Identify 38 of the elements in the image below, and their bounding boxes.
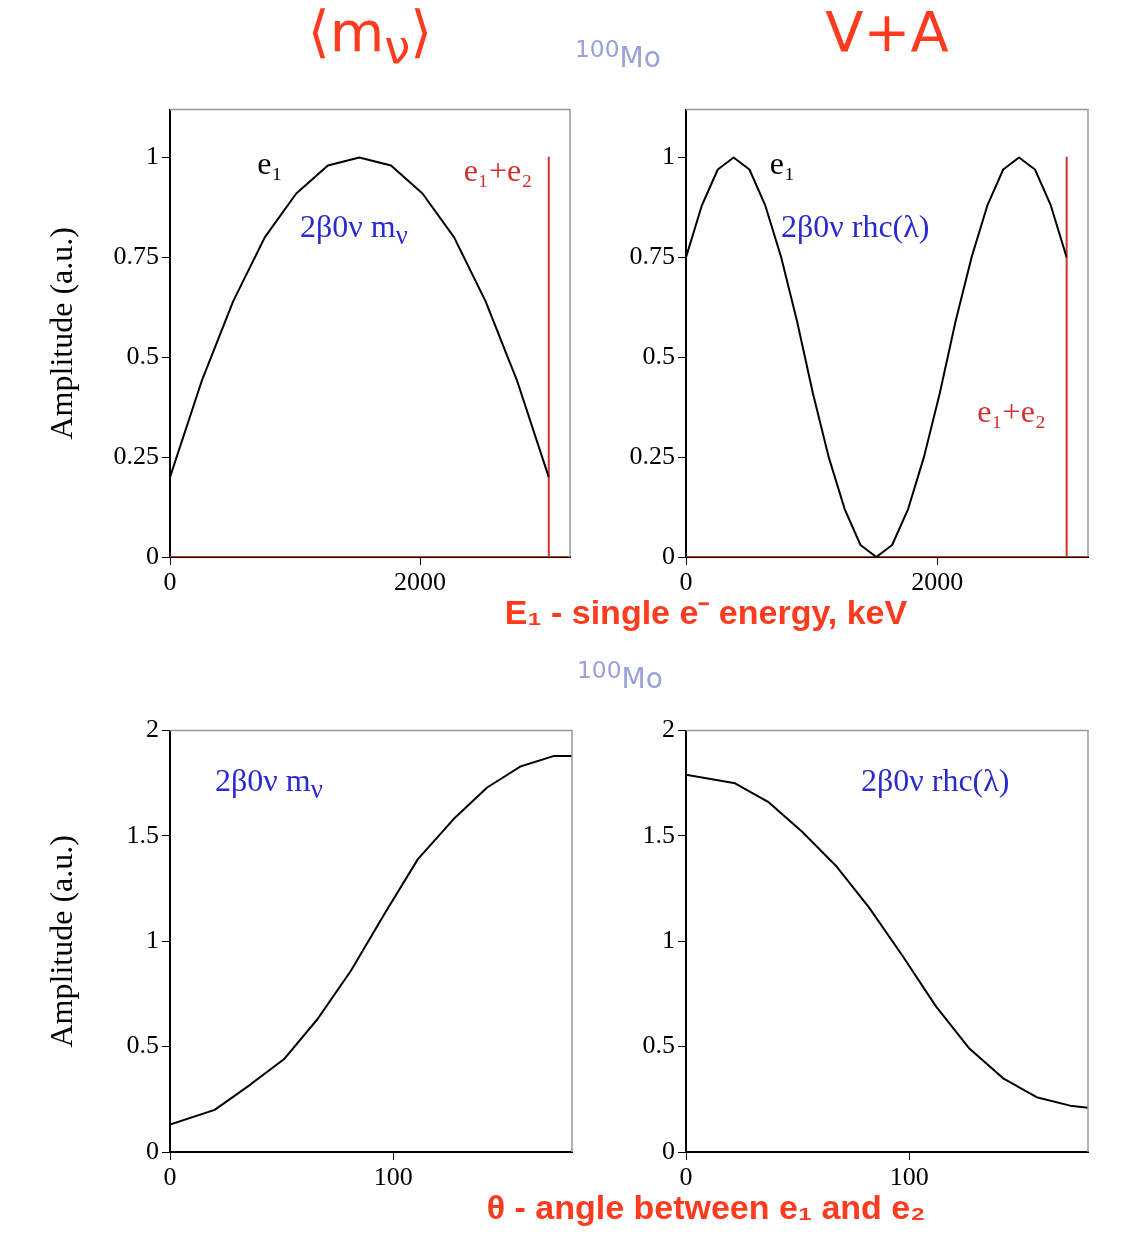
text: $^{100}$Mo — [575, 35, 661, 75]
text: $^{100}$Mo — [577, 656, 663, 696]
y-tick-label: 0 — [662, 540, 675, 570]
y-tick-label: 0 — [146, 1135, 159, 1165]
y-tick-label: 0.5 — [126, 341, 159, 371]
series-label: e₁+e₂ — [463, 151, 533, 188]
y-tick-label: 1 — [146, 925, 159, 955]
y-tick-label: 2 — [662, 714, 675, 744]
y-tick-label: 2 — [146, 714, 159, 744]
y-tick-label: 0.5 — [126, 1030, 159, 1060]
y-tick-label: 1 — [662, 925, 675, 955]
text: 2β0ν rhc(λ) — [781, 208, 930, 245]
y-tick-label: 1.5 — [642, 819, 675, 849]
text: 2β0ν rhc(λ) — [861, 762, 1010, 799]
y-tick-label: 0.5 — [642, 1030, 675, 1060]
x-axis-title: E₁ - single e⁻ energy, keV — [504, 593, 908, 631]
y-tick-label: 0 — [146, 540, 159, 570]
x-tick-label: 2000 — [394, 567, 446, 597]
y-tick-label: 0.25 — [113, 440, 159, 470]
text: 2β0ν m$_{ν}$ — [215, 762, 323, 806]
y-tick-label: 0.75 — [113, 241, 159, 271]
y-tick-label: 0.25 — [629, 440, 675, 470]
text: 2β0ν m$_{ν}$ — [300, 208, 408, 252]
x-tick-label: 2000 — [911, 567, 964, 597]
y-tick-label: 0.75 — [629, 241, 675, 271]
y-tick-label: 1.5 — [126, 819, 159, 849]
y-tick-label: 1 — [146, 141, 159, 171]
y-axis-title: Amplitude (a.u.) — [42, 835, 79, 1048]
y-tick-label: 0 — [662, 1135, 675, 1165]
chart-title: ⟨m$_{ν}$⟩ — [306, 0, 434, 75]
x-tick-label: 100 — [373, 1162, 413, 1192]
series-label: e₁+e₂ — [977, 393, 1046, 430]
series-label: e₁ — [257, 144, 283, 181]
series-label: e₁ — [769, 144, 796, 181]
chart-title: V+A — [824, 0, 950, 64]
y-tick-label: 0.5 — [642, 341, 675, 371]
y-axis-title: Amplitude (a.u.) — [42, 227, 79, 440]
y-tick-label: 1 — [662, 141, 675, 171]
